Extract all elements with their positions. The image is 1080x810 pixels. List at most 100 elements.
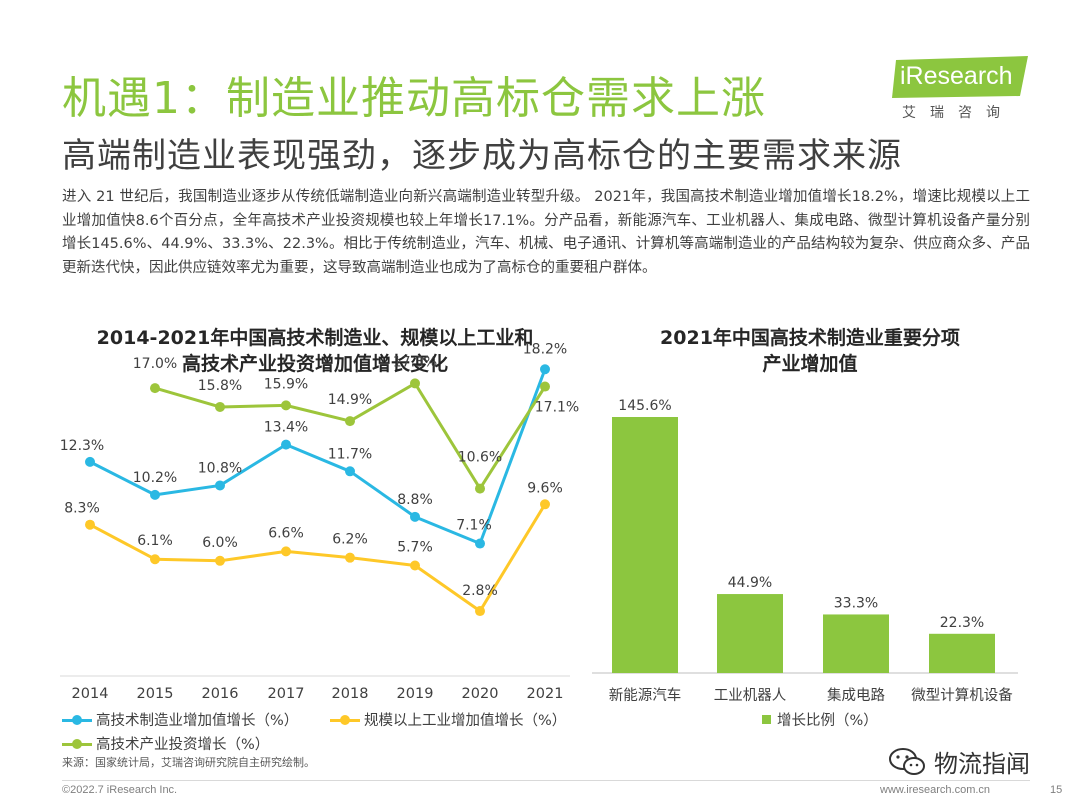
footer-divider (62, 780, 1030, 781)
data-point-high-tech-manufacturing (345, 466, 355, 477)
data-point-high-tech-manufacturing (85, 456, 95, 467)
data-label-high-tech-manufacturing: 11.7% (328, 446, 372, 462)
wechat-watermark: 物流指闻 (888, 744, 1030, 779)
data-point-industrial (85, 519, 95, 530)
data-point-high-tech-manufacturing (150, 489, 160, 500)
series-line-industrial (89, 503, 547, 613)
data-label-industrial: 8.3% (64, 501, 100, 517)
data-point-industrial (475, 606, 485, 617)
data-point-high-tech-manufacturing (281, 439, 291, 450)
data-label-investment: 17.0% (133, 356, 177, 372)
x-tick-label: 2017 (268, 686, 305, 702)
data-label-industrial: 6.1% (137, 533, 173, 549)
data-point-investment (150, 383, 160, 394)
copyright: ©2022.7 iResearch Inc. (62, 784, 178, 796)
legend-marker-green (62, 738, 92, 749)
x-tick-label: 2016 (202, 686, 239, 702)
bar-value-label: 145.6% (618, 398, 671, 414)
bar-value-label: 22.3% (940, 615, 984, 631)
series-line-high-tech-manufacturing (89, 368, 547, 546)
bar-chart-title: 2021年中国高技术制造业重要分项 产业增加值 (600, 325, 1020, 377)
data-label-industrial: 5.7% (397, 540, 433, 556)
bar-value-label: 44.9% (728, 575, 772, 591)
legend-square (762, 715, 771, 724)
bar (717, 594, 783, 673)
legend-item-growth-ratio: 增长比例（%） (762, 709, 878, 730)
legend-label: 增长比例（%） (777, 713, 878, 729)
bar (612, 417, 678, 673)
data-point-investment (215, 401, 225, 412)
line-chart-title-line1: 2014-2021年中国高技术制造业、规模以上工业和 (96, 327, 534, 349)
line-chart-title: 2014-2021年中国高技术制造业、规模以上工业和 高技术产业投资增加值增长变… (60, 325, 570, 377)
legend-marker-yellow (330, 714, 360, 725)
legend-item-high-tech-manufacturing: 高技术制造业增加值增长（%） (62, 709, 298, 730)
legend-item-industrial: 规模以上工业增加值增长（%） (330, 709, 566, 730)
logo-name: iResearch (900, 62, 1013, 90)
bar-category-label: 微型计算机设备 (911, 687, 1013, 704)
data-point-high-tech-manufacturing (215, 480, 225, 491)
data-point-industrial (410, 560, 420, 571)
bar-chart-title-line2: 产业增加值 (762, 353, 858, 375)
data-point-industrial (215, 555, 225, 566)
bar-category-label: 新能源汽车 (609, 687, 682, 704)
x-tick-label: 2018 (332, 686, 369, 702)
logo-badge-shape (892, 56, 1028, 98)
data-label-high-tech-manufacturing: 18.2% (523, 341, 567, 357)
data-label-industrial: 6.0% (202, 535, 238, 551)
data-label-high-tech-manufacturing: 7.1% (456, 518, 492, 534)
source-note: 来源：国家统计局，艾瑞咨询研究院自主研究绘制。 (62, 756, 315, 769)
data-label-investment: 14.9% (328, 392, 372, 408)
legend-marker-cyan (62, 714, 92, 725)
website: www.iresearch.com.cn (880, 784, 991, 796)
data-point-industrial (540, 499, 550, 510)
intro-paragraph: 进入 21 世纪后，我国制造业逐步从传统低端制造业向新兴高端制造业转型升级。 2… (62, 189, 1030, 276)
x-tick-label: 2014 (72, 686, 109, 702)
data-label-industrial: 9.6% (527, 480, 563, 496)
page-subtitle: 高端制造业表现强劲，逐步成为高标仓的主要需求来源 (62, 136, 902, 176)
page-number: 15 (1050, 784, 1063, 796)
data-point-investment (540, 381, 550, 392)
legend-label: 高技术产业投资增长（%） (96, 737, 270, 753)
data-label-high-tech-manufacturing: 10.8% (198, 460, 242, 476)
data-label-high-tech-manufacturing: 10.2% (133, 470, 177, 486)
data-point-high-tech-manufacturing (475, 538, 485, 549)
data-label-high-tech-manufacturing: 12.3% (60, 438, 104, 454)
data-point-industrial (345, 552, 355, 563)
data-label-investment: 10.6% (458, 450, 502, 466)
x-tick-label: 2021 (527, 686, 564, 702)
bar-value-label: 33.3% (834, 595, 878, 611)
x-tick-label: 2015 (137, 686, 174, 702)
x-tick-label: 2019 (397, 686, 434, 702)
data-label-industrial: 2.8% (462, 583, 498, 599)
x-tick-label: 2020 (462, 686, 499, 702)
data-label-investment: 17.3% (393, 354, 437, 370)
legend-label: 高技术制造业增加值增长（%） (96, 713, 299, 729)
data-label-investment: 15.9% (264, 376, 308, 392)
data-label-high-tech-manufacturing: 8.8% (397, 492, 433, 508)
bar (929, 633, 995, 673)
iresearch-logo: iResearch 艾瑞咨询 (892, 56, 1042, 126)
bar-category-label: 集成电路 (827, 687, 885, 704)
data-label-high-tech-manufacturing: 13.4% (264, 420, 308, 436)
legend-label: 规模以上工业增加值增长（%） (364, 713, 567, 729)
bar-category-label: 工业机器人 (714, 687, 787, 704)
bar-chart-title-line1: 2021年中国高技术制造业重要分项 (660, 327, 960, 349)
bar (823, 614, 889, 673)
legend-item-investment: 高技术产业投资增长（%） (62, 733, 269, 754)
page-title: 机遇1：制造业推动高标仓需求上涨 (62, 73, 766, 124)
data-point-high-tech-manufacturing (540, 364, 550, 375)
data-point-investment (281, 400, 291, 411)
data-label-industrial: 6.2% (332, 532, 368, 548)
watermark-text: 物流指闻 (934, 750, 1030, 778)
data-label-investment: 15.8% (198, 378, 242, 394)
data-label-industrial: 6.6% (268, 525, 304, 541)
data-point-investment (410, 378, 420, 389)
data-point-industrial (150, 554, 160, 565)
line-chart-title-line2: 高技术产业投资增加值增长变化 (181, 353, 448, 375)
logo-sub: 艾瑞咨询 (902, 105, 1014, 121)
data-point-investment (475, 483, 485, 494)
data-point-industrial (281, 546, 291, 557)
data-label-investment: 17.1% (535, 400, 579, 416)
data-point-high-tech-manufacturing (410, 511, 420, 522)
